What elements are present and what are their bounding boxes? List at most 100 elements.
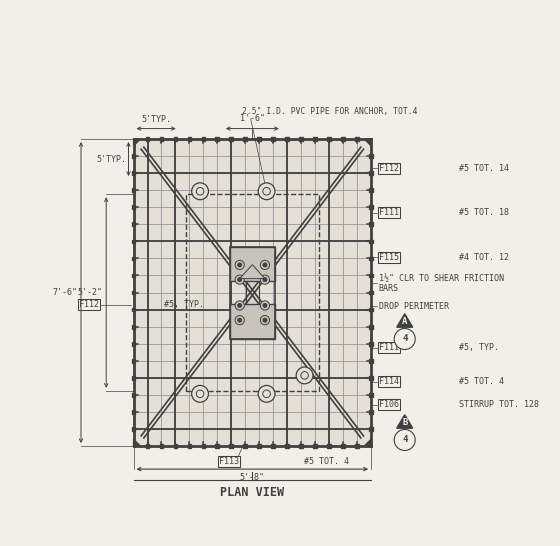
Bar [355, 137, 359, 141]
Bar [300, 444, 303, 448]
Text: 1'-6": 1'-6" [240, 114, 265, 123]
Bar [369, 376, 373, 379]
Bar [369, 205, 373, 209]
Text: F114: F114 [379, 377, 399, 386]
Text: 7'-6": 7'-6" [53, 288, 78, 297]
Bar [258, 137, 261, 141]
Text: #5, TYP.: #5, TYP. [459, 343, 498, 352]
Bar [369, 222, 373, 226]
Bar [133, 139, 371, 446]
Circle shape [260, 316, 269, 325]
Bar [369, 257, 373, 260]
Circle shape [258, 183, 275, 200]
Bar [216, 137, 220, 141]
Circle shape [296, 367, 313, 384]
Text: DROP PERIMETER: DROP PERIMETER [379, 302, 449, 311]
Polygon shape [240, 265, 265, 278]
Bar [230, 246, 275, 282]
Polygon shape [133, 139, 140, 146]
Text: B: B [402, 418, 408, 426]
Bar [132, 393, 136, 397]
Polygon shape [133, 440, 140, 446]
Bar [341, 444, 345, 448]
Bar [327, 137, 331, 141]
Text: #4 TOT. 12: #4 TOT. 12 [459, 253, 508, 262]
Circle shape [237, 318, 242, 322]
Circle shape [235, 316, 244, 325]
Bar [369, 188, 373, 192]
Polygon shape [365, 139, 371, 146]
Bar [369, 342, 373, 346]
Text: 5'-8": 5'-8" [240, 473, 265, 482]
Bar [369, 359, 373, 363]
Circle shape [260, 260, 269, 270]
Text: F111: F111 [379, 343, 399, 352]
Text: F112: F112 [379, 164, 399, 173]
Bar [132, 171, 136, 175]
Circle shape [192, 385, 208, 402]
Text: STIRRUP TOT. 128: STIRRUP TOT. 128 [459, 400, 539, 409]
Bar [286, 444, 289, 448]
Circle shape [237, 263, 242, 267]
Bar [369, 325, 373, 329]
Circle shape [260, 301, 269, 310]
Bar [146, 444, 150, 448]
Text: #5, TYP.: #5, TYP. [159, 300, 204, 310]
Circle shape [237, 304, 242, 307]
Text: F111: F111 [379, 208, 399, 217]
Circle shape [263, 263, 267, 267]
Text: F112: F112 [79, 300, 99, 310]
Circle shape [394, 430, 415, 450]
Bar [186, 194, 319, 391]
Bar [132, 188, 136, 192]
Bar [160, 137, 164, 141]
Bar [244, 137, 247, 141]
Text: #5 TOT. 14: #5 TOT. 14 [459, 164, 508, 173]
Bar [230, 444, 234, 448]
Circle shape [394, 329, 415, 349]
Circle shape [235, 301, 244, 310]
Bar [188, 137, 192, 141]
Bar [216, 444, 220, 448]
Bar [230, 304, 275, 339]
Bar [369, 393, 373, 397]
Bar [132, 359, 136, 363]
Circle shape [263, 277, 267, 282]
Bar [132, 308, 136, 311]
Bar [132, 376, 136, 379]
Bar [355, 444, 359, 448]
Text: F113: F113 [219, 458, 239, 466]
Bar [132, 155, 136, 158]
Text: A: A [402, 317, 408, 325]
Circle shape [263, 304, 267, 307]
Bar [132, 325, 136, 329]
Text: 4: 4 [402, 335, 408, 343]
Bar [369, 274, 373, 277]
Bar [327, 444, 331, 448]
Bar [245, 246, 259, 339]
Bar [132, 257, 136, 260]
Bar [188, 444, 192, 448]
Text: 1½" CLR TO SHEAR FRICTION
BARS: 1½" CLR TO SHEAR FRICTION BARS [379, 274, 503, 293]
Circle shape [260, 275, 269, 284]
Bar [369, 427, 373, 431]
Bar [369, 240, 373, 244]
Polygon shape [396, 314, 413, 327]
Text: F115: F115 [379, 253, 399, 262]
Text: #5 TOT. 18: #5 TOT. 18 [459, 208, 508, 217]
Bar [313, 137, 317, 141]
Bar [300, 137, 303, 141]
Bar [313, 444, 317, 448]
Circle shape [237, 277, 242, 282]
Bar [258, 444, 261, 448]
Text: #5 TOT. 4: #5 TOT. 4 [459, 377, 503, 386]
Text: 5'TYP.: 5'TYP. [96, 155, 127, 164]
Bar [272, 444, 275, 448]
Bar [132, 222, 136, 226]
Polygon shape [396, 415, 413, 428]
Bar [146, 137, 150, 141]
Bar [230, 137, 234, 141]
Text: 2.5" I.D. PVC PIPE FOR ANCHOR, TOT.4: 2.5" I.D. PVC PIPE FOR ANCHOR, TOT.4 [241, 107, 417, 116]
Circle shape [258, 385, 275, 402]
Bar [369, 410, 373, 414]
